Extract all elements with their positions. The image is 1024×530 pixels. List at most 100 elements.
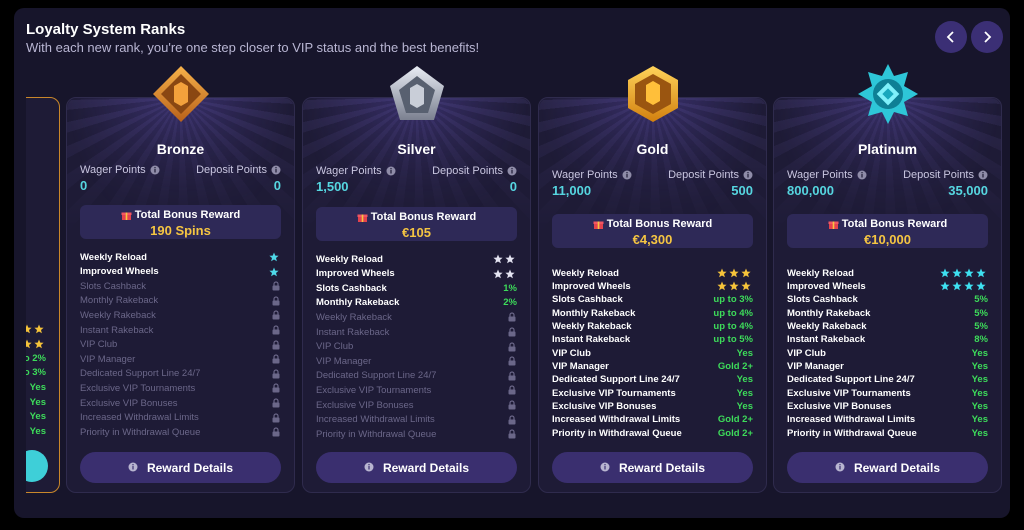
feature-row: Dedicated Support Line 24/7 xyxy=(316,370,517,382)
reward-box: Total Bonus Reward €105 xyxy=(316,207,517,241)
wager-value: 11,000 xyxy=(552,183,592,198)
rank-name: Bronze xyxy=(156,141,205,157)
reward-value: €10,000 xyxy=(864,232,911,247)
info-icon xyxy=(150,165,160,175)
stars xyxy=(940,281,986,291)
wager-label-text: Wager Points xyxy=(80,164,146,176)
reward-details-button[interactable]: Reward Details xyxy=(316,452,517,483)
feature-row: Weekly Rakeback xyxy=(80,309,281,321)
feature-row: Weekly Rakeback 5% xyxy=(787,320,988,332)
feature-value: Yes xyxy=(971,347,988,359)
reward-title-text: Total Bonus Reward xyxy=(606,218,713,230)
feature-row: Weekly Reload xyxy=(80,251,281,263)
reward-details-text: Reward Details xyxy=(853,460,941,475)
feature-row: Instant Rakeback xyxy=(80,324,281,336)
feature-label: Slots Cashback xyxy=(316,282,387,294)
gift-icon xyxy=(121,212,132,220)
lock-icon xyxy=(508,400,516,410)
feature-label: VIP Manager xyxy=(552,360,609,372)
subtitle: With each new rank, you're one step clos… xyxy=(26,40,480,55)
info-icon xyxy=(128,462,138,472)
feature-row: VIP Club Yes xyxy=(787,347,988,359)
info-icon xyxy=(835,462,845,472)
reward-details-button[interactable]: Reward Details xyxy=(80,452,281,483)
lock-icon xyxy=(508,415,516,425)
feature-row: Weekly Reload xyxy=(787,267,988,279)
feature-label: Dedicated Support Line 24/7 xyxy=(80,368,201,380)
feature-row: Yes xyxy=(26,411,46,423)
stars xyxy=(269,267,279,276)
feature-row: Monthly Rakeback xyxy=(80,295,281,307)
deposit-label-text: Deposit Points xyxy=(668,169,739,181)
reward-title-text: Total Bonus Reward xyxy=(370,211,477,223)
feature-label: Exclusive VIP Bonuses xyxy=(316,399,414,411)
feature-label: Weekly Reload xyxy=(80,251,147,263)
feature-row: Exclusive VIP Bonuses xyxy=(316,399,517,411)
feature-label: Weekly Rakeback xyxy=(787,320,867,332)
wager-label: Wager Points xyxy=(552,169,632,181)
lock-icon xyxy=(272,413,280,423)
feature-value: o 2% xyxy=(26,352,46,364)
feature-row: Monthly Rakeback 2% xyxy=(316,297,517,309)
feature-label: Instant Rakeback xyxy=(80,324,154,336)
feature-label: Weekly Reload xyxy=(316,253,383,265)
feature-value: Yes xyxy=(29,396,46,408)
feature-row: Dedicated Support Line 24/7 xyxy=(80,368,281,380)
feature-value: 5% xyxy=(974,320,988,332)
feature-row: Exclusive VIP Bonuses xyxy=(80,397,281,409)
feature-label: Weekly Reload xyxy=(552,267,619,279)
wager-label: Wager Points xyxy=(787,169,867,181)
feature-row: Increased Withdrawal Limits xyxy=(80,412,281,424)
feature-label: Weekly Rakeback xyxy=(80,309,156,321)
reward-title: Total Bonus Reward xyxy=(552,218,753,230)
deposit-label: Deposit Points xyxy=(903,169,988,181)
stars xyxy=(717,281,751,291)
prev-button[interactable] xyxy=(935,21,967,53)
feature-value: Yes xyxy=(971,401,988,412)
reward-details-button[interactable]: Reward Details xyxy=(552,452,753,483)
rank-icon xyxy=(390,66,444,120)
feature-value: Yes xyxy=(736,374,753,386)
feature-value: Yes xyxy=(971,374,988,386)
lock-icon xyxy=(272,310,280,320)
info-icon xyxy=(600,462,610,472)
feature-row: Instant Rakeback 8% xyxy=(787,334,988,346)
feature-row: Dedicated Support Line 24/7 Yes xyxy=(787,374,988,386)
feature-label: Priority in Withdrawal Queue xyxy=(316,428,437,440)
feature-value: Yes xyxy=(29,411,46,423)
deposit-value: 500 xyxy=(731,183,753,198)
deposit-label: Deposit Points xyxy=(196,164,281,176)
wager-value: 800,000 xyxy=(787,183,834,198)
feature-value: up to 3% xyxy=(713,294,753,306)
feature-label: VIP Club xyxy=(316,341,354,353)
cyan-button[interactable] xyxy=(26,450,48,482)
reward-title-text: Total Bonus Reward xyxy=(841,218,948,230)
feature-label: Priority in Withdrawal Queue xyxy=(787,427,917,439)
feature-label: Improved Wheels xyxy=(787,280,866,292)
reward-value: €4,300 xyxy=(632,232,673,247)
feature-value: up to 5% xyxy=(713,334,753,346)
reward-details-button[interactable]: Reward Details xyxy=(787,452,988,483)
feature-row: Increased Withdrawal Limits Gold 2+ xyxy=(552,414,753,426)
feature-value: Gold 2+ xyxy=(717,360,753,372)
feature-row: Weekly Reload xyxy=(552,267,753,279)
deposit-label-text: Deposit Points xyxy=(432,165,503,177)
info-icon xyxy=(386,166,396,176)
feature-label: VIP Club xyxy=(552,347,591,359)
gift-icon xyxy=(593,221,604,229)
feature-row: Improved Wheels xyxy=(316,268,517,280)
feature-row: Yes xyxy=(26,396,46,408)
chevron-left xyxy=(946,31,954,43)
rank-icon xyxy=(628,66,678,122)
lock-icon xyxy=(508,327,516,337)
lock-icon xyxy=(272,369,280,379)
feature-row: Slots Cashback 1% xyxy=(316,282,517,294)
wager-label-text: Wager Points xyxy=(552,169,618,181)
rank-icon xyxy=(153,66,209,122)
lock-icon xyxy=(272,383,280,393)
next-button[interactable] xyxy=(971,21,1003,53)
feature-row: Exclusive VIP Tournaments Yes xyxy=(552,387,753,399)
feature-label: Exclusive VIP Tournaments xyxy=(316,384,432,396)
feature-row: Exclusive VIP Tournaments xyxy=(80,382,281,394)
feature-row: Increased Withdrawal Limits Yes xyxy=(787,414,988,426)
